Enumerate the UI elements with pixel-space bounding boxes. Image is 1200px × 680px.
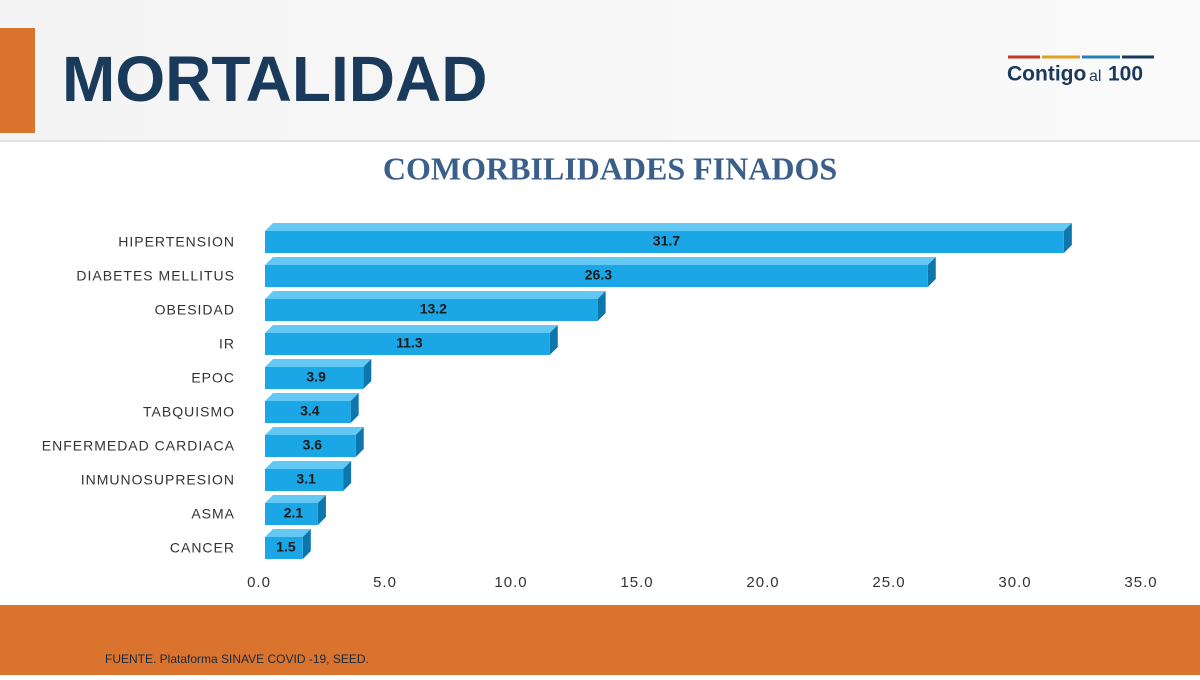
y-tick-label: CANCER (170, 540, 235, 556)
bar-side (927, 257, 936, 287)
bar-side (355, 427, 364, 457)
value-label: 11.3 (396, 335, 423, 351)
value-label: 31.7 (653, 233, 680, 249)
x-tick-label: 0.0 (247, 574, 271, 591)
bar (265, 325, 558, 355)
bar (265, 529, 311, 559)
bar-front (265, 265, 928, 287)
bar-side (363, 359, 372, 389)
bar-side (343, 461, 352, 491)
y-tick-label: ASMA (191, 506, 235, 522)
value-label: 3.6 (303, 437, 323, 453)
bar-side (350, 393, 359, 423)
bar-top (265, 359, 372, 367)
logo: Contigo al 100 (1007, 55, 1154, 86)
bar (265, 461, 352, 491)
bar-front (265, 537, 303, 559)
header-band (0, 0, 1200, 140)
y-tick-label: ENFERMEDAD CARDIACA (42, 438, 235, 454)
plot: 0.0 5.0 10.0 15.0 20.0 25.0 30.0 35.0 HIPERTENSI… (42, 223, 1157, 591)
source-note: FUENTE. Plataforma SINAVE COVID -19, SEE… (105, 652, 369, 666)
bar-side (317, 495, 326, 525)
bar (265, 427, 364, 457)
y-tick-label: HIPERTENSION (118, 234, 235, 250)
value-label: 13.2 (420, 301, 447, 317)
bar-top (265, 529, 311, 537)
bar-side (597, 291, 606, 321)
footer-band (0, 605, 1200, 675)
bar-front (265, 469, 344, 491)
value-label: 3.9 (306, 369, 326, 385)
bar (265, 223, 1072, 253)
bar-top (265, 427, 364, 435)
logo-text: Contigo (1007, 63, 1086, 86)
logo-text: al (1089, 68, 1101, 85)
bar-top (265, 495, 326, 503)
bar (265, 393, 359, 423)
y-tick-label: OBESIDAD (155, 302, 235, 318)
y-tick-label: INMUNOSUPRESION (81, 472, 235, 488)
bar-front (265, 503, 318, 525)
x-tick-label: 15.0 (620, 574, 653, 591)
bar-top (265, 325, 558, 333)
x-tick-label: 30.0 (998, 574, 1031, 591)
bar-side (1063, 223, 1072, 253)
bar (265, 495, 326, 525)
bar-front (265, 367, 364, 389)
x-tick-label: 35.0 (1124, 574, 1157, 591)
bar (265, 257, 936, 287)
chart-title: COMORBILIDADES FINADOS (383, 150, 837, 186)
y-tick-label: EPOC (191, 370, 235, 386)
y-tick-label: IR (219, 336, 235, 352)
bar (265, 359, 372, 389)
value-label: 2.1 (284, 505, 304, 521)
bar-top (265, 291, 606, 299)
x-tick-label: 10.0 (494, 574, 527, 591)
bar-front (265, 299, 598, 321)
y-tick-label: TABQUISMO (143, 404, 235, 420)
accent-bar (0, 28, 35, 133)
bar-top (265, 461, 352, 469)
bar-side (302, 529, 311, 559)
value-label: 3.1 (296, 471, 316, 487)
x-tick-label: 25.0 (872, 574, 905, 591)
bar-top (265, 393, 359, 401)
bar-front (265, 231, 1064, 253)
x-tick-label: 20.0 (746, 574, 779, 591)
bar-front (265, 435, 356, 457)
bar (265, 291, 606, 321)
logo-text: 100 (1108, 63, 1143, 86)
x-tick-label: 5.0 (373, 574, 397, 591)
bar-top (265, 257, 936, 265)
value-label: 3.4 (300, 403, 320, 419)
bar-side (549, 325, 558, 355)
value-label: 26.3 (585, 267, 612, 283)
page-title: MORTALIDAD (62, 43, 487, 115)
y-tick-label: DIABETES MELLITUS (76, 268, 235, 284)
value-label: 1.5 (276, 539, 296, 555)
bar-front (265, 333, 550, 355)
bar-front (265, 401, 351, 423)
bar-top (265, 223, 1072, 231)
